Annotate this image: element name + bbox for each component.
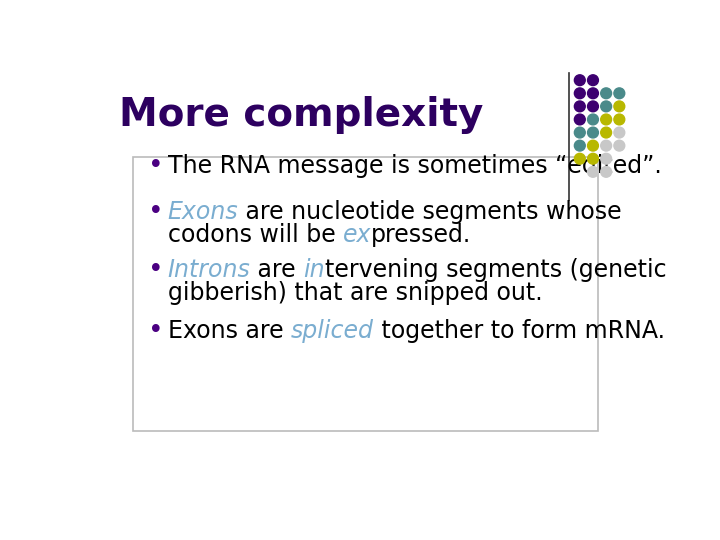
Circle shape — [588, 127, 598, 138]
Text: Exons: Exons — [168, 200, 238, 224]
Text: are: are — [251, 258, 303, 281]
Circle shape — [600, 101, 611, 112]
Circle shape — [600, 140, 611, 151]
Text: •: • — [148, 153, 163, 179]
Text: ex: ex — [343, 223, 372, 247]
Circle shape — [600, 166, 611, 177]
Circle shape — [588, 114, 598, 125]
Circle shape — [588, 75, 598, 85]
Circle shape — [600, 127, 611, 138]
Circle shape — [600, 88, 611, 99]
Circle shape — [575, 114, 585, 125]
Text: codons will be: codons will be — [168, 223, 343, 247]
Circle shape — [588, 101, 598, 112]
FancyBboxPatch shape — [132, 157, 598, 430]
Text: pressed.: pressed. — [372, 223, 472, 247]
Text: in: in — [303, 258, 325, 281]
Text: More complexity: More complexity — [120, 96, 484, 133]
Circle shape — [575, 127, 585, 138]
Text: Introns: Introns — [168, 258, 251, 281]
Text: tervening segments (genetic: tervening segments (genetic — [325, 258, 667, 281]
Text: •: • — [148, 199, 163, 225]
Circle shape — [614, 127, 625, 138]
Circle shape — [575, 101, 585, 112]
Text: •: • — [148, 318, 163, 344]
Circle shape — [575, 88, 585, 99]
Circle shape — [614, 114, 625, 125]
Circle shape — [600, 153, 611, 164]
Circle shape — [614, 140, 625, 151]
Text: The RNA message is sometimes “edited”.: The RNA message is sometimes “edited”. — [168, 153, 661, 178]
Circle shape — [575, 140, 585, 151]
Text: are nucleotide segments whose: are nucleotide segments whose — [238, 200, 622, 224]
Text: together to form mRNA.: together to form mRNA. — [374, 319, 665, 343]
Circle shape — [614, 88, 625, 99]
Circle shape — [575, 153, 585, 164]
Circle shape — [614, 101, 625, 112]
Text: gibberish) that are snipped out.: gibberish) that are snipped out. — [168, 281, 542, 305]
Circle shape — [600, 114, 611, 125]
Circle shape — [588, 140, 598, 151]
Circle shape — [588, 166, 598, 177]
Text: spliced: spliced — [291, 319, 374, 343]
Circle shape — [588, 88, 598, 99]
Circle shape — [588, 153, 598, 164]
Circle shape — [575, 75, 585, 85]
Text: •: • — [148, 256, 163, 282]
Text: Exons are: Exons are — [168, 319, 291, 343]
